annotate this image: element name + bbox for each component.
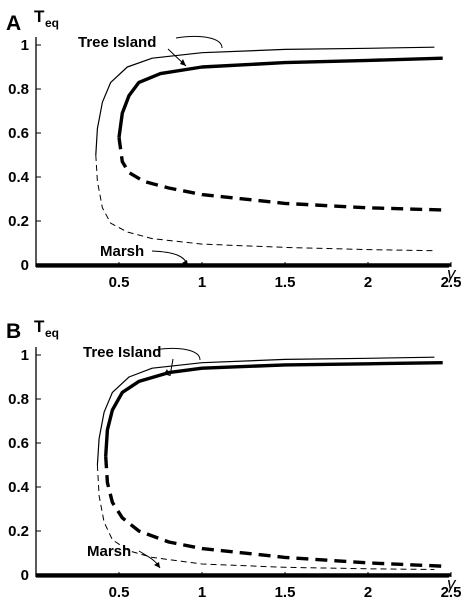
arrowhead-icon <box>180 59 186 66</box>
annotation-tree-island: Tree Island <box>78 34 156 51</box>
arrowhead-icon <box>182 260 188 266</box>
y-tick-label: 0.6 <box>8 435 29 452</box>
series-line-thick-solid <box>117 56 443 138</box>
y-tick-label: 0.4 <box>8 479 30 496</box>
y-tick-label: 1 <box>21 37 29 54</box>
y-tick-label: 0.6 <box>8 125 29 142</box>
x-tick-label: 0.5 <box>109 274 130 291</box>
x-tick-label: 1.5 <box>275 274 296 291</box>
x-tick-label: 1 <box>198 274 206 291</box>
annotation-arrow <box>175 35 223 49</box>
y-tick-label: 0 <box>21 257 29 274</box>
series-line-thin-dashed <box>96 464 435 570</box>
x-tick-label: 1.5 <box>275 584 296 601</box>
annotation-marsh: Marsh <box>100 243 144 260</box>
x-axis-label: γ <box>447 264 457 283</box>
y-axis-title-subscript: eq <box>45 326 59 340</box>
x-tick-label: 0.5 <box>109 584 130 601</box>
series-line-thick-dashed <box>117 137 443 212</box>
x-tick-label: 2.5 <box>441 584 461 601</box>
arrowhead-icon <box>164 369 170 376</box>
x-axis-label: γ <box>447 574 457 593</box>
panel-letter: B <box>6 320 21 343</box>
x-tick-label: 2 <box>364 274 372 291</box>
annotation-arrow <box>169 358 174 377</box>
series-line-thin-dashed <box>95 154 435 252</box>
panel-letter: A <box>6 12 21 35</box>
y-axis-title: T <box>34 7 45 26</box>
x-tick-label: 2.5 <box>441 274 461 291</box>
annotation-tree-island: Tree Island <box>83 344 161 361</box>
y-tick-label: 0 <box>21 567 29 584</box>
series-line-thin-solid <box>96 356 435 466</box>
y-tick-label: 0.4 <box>8 169 30 186</box>
x-tick-label: 2 <box>364 584 372 601</box>
series-line-thin-solid <box>95 46 435 156</box>
x-tick-label: 1 <box>198 584 206 601</box>
y-tick-label: 0.8 <box>8 391 29 408</box>
y-tick-label: 0.2 <box>8 213 29 230</box>
y-tick-label: 0.2 <box>8 523 29 540</box>
series-line-thick-dashed <box>104 456 443 568</box>
y-axis-title-subscript: eq <box>45 16 59 30</box>
y-tick-label: 0.8 <box>8 81 29 98</box>
y-tick-label: 1 <box>21 347 29 364</box>
annotation-marsh: Marsh <box>87 543 131 560</box>
annotation-arrow <box>153 347 201 361</box>
arrowhead-icon <box>154 562 160 568</box>
y-axis-title: T <box>34 317 45 336</box>
series-line-thick-solid <box>104 361 443 457</box>
